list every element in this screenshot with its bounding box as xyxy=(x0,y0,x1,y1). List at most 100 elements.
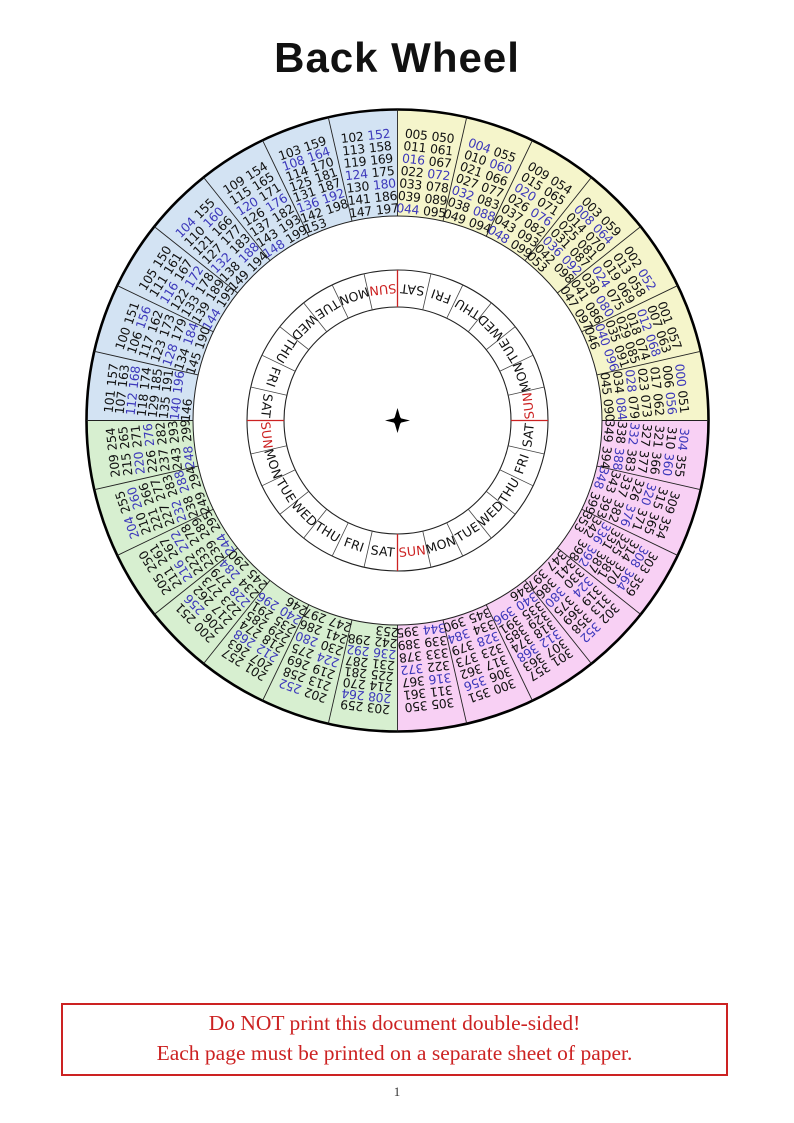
year-label: 039 xyxy=(397,188,422,205)
year-sector-fill xyxy=(117,226,238,332)
day-label: SAT xyxy=(370,542,396,560)
year-sector-fill xyxy=(86,351,199,421)
year-label: 035 xyxy=(602,318,624,344)
year-label: 214 xyxy=(368,678,393,695)
year-label: 001 xyxy=(655,299,677,325)
leap-year-label: 084 xyxy=(613,397,630,422)
year-sector-fill xyxy=(557,509,678,615)
year-label: 175 xyxy=(371,163,395,180)
day-segment-divider xyxy=(446,522,464,557)
year-label: 300 xyxy=(491,676,518,698)
year-label: 029 xyxy=(613,314,635,341)
leap-year-label: 288 xyxy=(171,468,193,495)
year-label: 287 xyxy=(345,653,369,670)
year-label: 147 xyxy=(348,203,372,220)
year-label: 351 xyxy=(466,685,492,707)
day-label: MON xyxy=(337,284,371,308)
year-label: 322 xyxy=(427,658,451,675)
year-label: 034 xyxy=(610,370,627,395)
day-segment-divider xyxy=(422,273,432,310)
year-label: 090 xyxy=(600,398,617,423)
year-label: 271 xyxy=(127,424,144,448)
day-label: SAT xyxy=(399,281,425,299)
year-label: 045 xyxy=(597,371,614,395)
year-sector-fill xyxy=(203,580,309,701)
year-label: 259 xyxy=(339,697,364,714)
year-label: 066 xyxy=(483,167,510,189)
year-label: 151 xyxy=(121,300,143,326)
day-label: SAT xyxy=(519,422,537,448)
leap-year-label: 276 xyxy=(140,423,157,448)
day-segment: SUN xyxy=(398,542,427,560)
sector-divider-line xyxy=(117,508,214,556)
day-segment: FRI xyxy=(342,534,366,555)
year-label: 393 xyxy=(594,494,616,520)
year-label: 383 xyxy=(622,448,639,472)
sector-divider-line xyxy=(94,350,199,376)
sector-divider-line xyxy=(581,508,678,556)
year-label: 317 xyxy=(483,652,509,674)
leap-year-label: 112 xyxy=(123,392,140,416)
year-sector-fill xyxy=(154,177,270,293)
year-sector-fill xyxy=(397,619,467,732)
year-label: 051 xyxy=(675,390,692,414)
year-label: 146 xyxy=(178,398,195,423)
day-segment-divider xyxy=(467,508,492,539)
leap-year-label: 224 xyxy=(314,649,341,671)
year-label: 390 xyxy=(441,614,468,636)
leap-year-label: 348 xyxy=(591,464,613,491)
year-label: 377 xyxy=(635,450,652,474)
leap-year-label: 000 xyxy=(672,363,689,388)
year-label: 158 xyxy=(368,138,393,155)
year-label: 074 xyxy=(632,336,654,363)
leap-year-label: 384 xyxy=(445,626,472,648)
year-label: 163 xyxy=(115,364,132,388)
day-segment-divider xyxy=(279,326,310,351)
year-label: 333 xyxy=(425,645,449,662)
leap-year-label: 220 xyxy=(130,451,147,476)
day-segment-divider xyxy=(485,490,516,515)
year-label: 254 xyxy=(103,427,120,452)
year-label: 061 xyxy=(429,141,453,158)
year-label: 350 xyxy=(404,698,429,715)
year-label: 119 xyxy=(343,153,368,170)
year-label: 057 xyxy=(663,325,685,351)
year-label: 242 xyxy=(374,634,398,651)
sector-divider-line xyxy=(485,604,533,701)
leap-year-label: 140 xyxy=(167,396,184,421)
year-label: 190 xyxy=(191,324,213,351)
year-label: 091 xyxy=(611,343,633,369)
warning-line-2: Each page must be printed on a separate … xyxy=(156,1041,633,1065)
year-label: 237 xyxy=(155,448,172,472)
year-label: 145 xyxy=(183,350,205,376)
year-label: 049 xyxy=(441,206,468,228)
leap-year-label: 184 xyxy=(180,320,202,347)
day-segment-divider xyxy=(303,508,328,539)
year-label: 129 xyxy=(145,394,162,419)
year-label: 209 xyxy=(106,453,123,478)
year-label: 270 xyxy=(342,675,367,692)
year-label: 017 xyxy=(647,366,664,390)
year-label: 185 xyxy=(148,368,165,392)
year-label: 197 xyxy=(375,200,399,217)
year-label: 283 xyxy=(159,473,181,499)
year-label: 186 xyxy=(374,188,399,205)
day-label: SAT xyxy=(258,393,276,419)
year-label: 315 xyxy=(650,485,672,511)
year-label: 170 xyxy=(309,154,336,176)
year-label: 117 xyxy=(135,334,157,360)
day-segment: FRI xyxy=(429,286,453,307)
sector-divider-line xyxy=(442,117,468,222)
year-label: 258 xyxy=(281,664,308,686)
year-sector-fill xyxy=(328,109,398,222)
year-label: 027 xyxy=(454,170,480,192)
year-label: 153 xyxy=(302,215,328,237)
year-label: 379 xyxy=(449,637,476,659)
day-segment: SUN xyxy=(519,391,537,420)
year-label: 202 xyxy=(302,685,328,707)
year-label: 282 xyxy=(152,422,169,446)
